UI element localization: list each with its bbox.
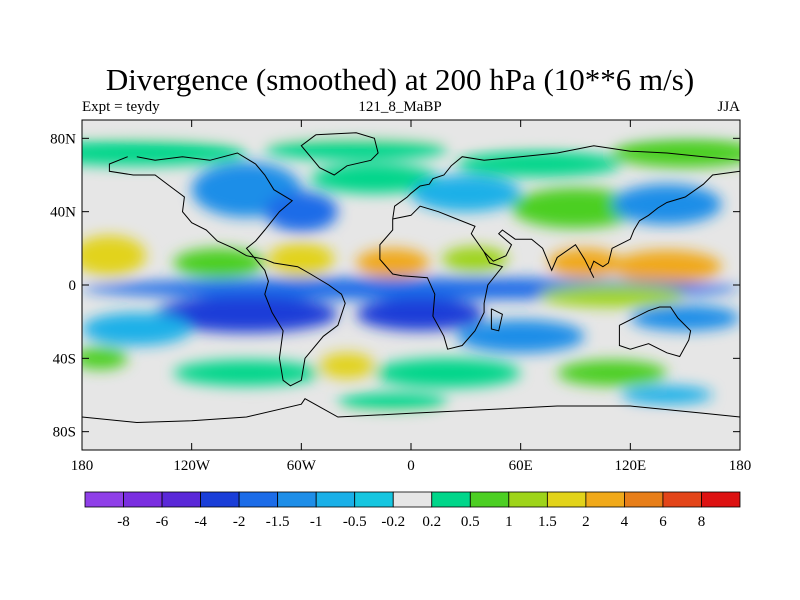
- coastline-7: [490, 308, 503, 332]
- field-cell-12: [173, 248, 265, 278]
- colorbar-label: 2: [582, 514, 590, 530]
- colorbar-label: -1: [310, 514, 323, 530]
- colorbar-label: 1: [505, 514, 513, 530]
- field-cell-25: [82, 347, 128, 370]
- colorbar-swatch-8: [392, 491, 433, 508]
- colorbar-swatch-4: [238, 491, 279, 508]
- field-cell-14: [356, 248, 430, 278]
- coastlines: [82, 132, 740, 424]
- colorbar-label: -6: [156, 514, 169, 530]
- y-tick-label: 80S: [53, 425, 76, 441]
- colorbar-label: -2: [233, 514, 246, 530]
- coastline-1: [379, 205, 504, 350]
- field-cell-31: [337, 393, 448, 412]
- colorbar: -8 -6 -4 -2 -1.5 -1 -0.5 -0.2 0.2 0.5 1 1.5 2 4 6 8: [84, 491, 741, 530]
- x-tick-label: 180: [71, 458, 94, 474]
- field-cell-3: [456, 151, 622, 177]
- y-tick-label: 40S: [53, 351, 76, 367]
- coastline-2: [392, 145, 740, 220]
- colorbar-swatch-10: [469, 491, 510, 508]
- colorbar-swatch-14: [624, 491, 664, 508]
- y-tick-label: 0: [69, 278, 77, 294]
- colorbar-label: 4: [621, 514, 629, 530]
- field-cell-24: [456, 319, 585, 353]
- field-cell-23: [82, 312, 192, 346]
- colorbar-swatch-9: [431, 491, 471, 508]
- colorbar-label: -1.5: [266, 514, 290, 530]
- colorbar-label: 0.5: [461, 514, 480, 530]
- field-cell-22: [630, 305, 740, 331]
- x-tick-label: 180: [729, 458, 752, 474]
- colorbar-label: 0.2: [422, 514, 441, 530]
- experiment-label: Expt = teydy: [82, 99, 160, 115]
- colorbar-swatch-6: [315, 491, 356, 508]
- field-cell-7: [310, 164, 439, 194]
- colorbar-label: -8: [117, 514, 130, 530]
- field-cell-2: [264, 138, 448, 161]
- field-cell-8: [411, 175, 521, 212]
- colorbar-swatch-7: [354, 491, 394, 508]
- season-label: JJA: [717, 99, 740, 115]
- colorbar-swatch-1: [123, 491, 163, 508]
- field-cell-4: [612, 138, 740, 168]
- colorbar-label: -0.5: [343, 514, 367, 530]
- coastline-0: [108, 152, 346, 387]
- colorbar-swatch-3: [200, 491, 240, 508]
- colorbar-swatch-16: [701, 491, 741, 508]
- field-cell-10: [612, 184, 722, 225]
- field-cell-6: [264, 191, 338, 232]
- colorbar-swatch-13: [585, 491, 625, 508]
- colorbar-label: 1.5: [538, 514, 557, 530]
- field-cell-19: [155, 296, 338, 333]
- colorbar-swatch-0: [84, 491, 124, 508]
- run-label: 121_8_MaBP: [358, 99, 442, 115]
- x-tick-label: 0: [407, 458, 415, 474]
- field-cell-32: [82, 418, 740, 445]
- axis-ticks: 180 120W 60W 0 60E 120E 180 80N 40N 0 40S 80S: [50, 120, 751, 474]
- x-tick-label: 120E: [614, 458, 646, 474]
- field-cell-20: [356, 297, 485, 331]
- field-cell-17: [612, 250, 722, 284]
- chart-title: Divergence (smoothed) at 200 hPa (10**6 …: [105, 62, 695, 97]
- colorbar-label: -0.2: [381, 514, 405, 530]
- x-tick-label: 120W: [173, 458, 211, 474]
- x-tick-label: 60W: [287, 458, 317, 474]
- field-cell-30: [621, 385, 713, 405]
- field-cell-29: [557, 360, 667, 386]
- coastline-6: [300, 132, 379, 176]
- colorbar-swatch-11: [508, 491, 548, 508]
- colorbar-label: -4: [194, 514, 207, 530]
- colorbar-swatch-12: [546, 491, 587, 508]
- coastline-5: [82, 398, 740, 424]
- y-tick-label: 40N: [50, 205, 76, 221]
- field-cell-21: [538, 285, 686, 307]
- colorbar-label: 8: [698, 514, 706, 530]
- field-cell-13: [268, 242, 335, 276]
- colorbar-swatch-5: [277, 491, 317, 508]
- x-tick-label: 60E: [509, 458, 533, 474]
- field-cell-28: [374, 358, 521, 388]
- field-cell-16: [548, 248, 622, 278]
- y-tick-label: 80N: [50, 131, 76, 147]
- coastline-4: [618, 306, 692, 358]
- field-cell-15: [442, 246, 508, 273]
- colorbar-swatch-15: [662, 491, 702, 508]
- field-cell-26: [319, 352, 375, 379]
- colorbar-swatch-2: [161, 491, 201, 508]
- coastline-3: [483, 170, 740, 278]
- field-cell-9: [511, 187, 640, 229]
- field-cell-11: [82, 235, 146, 276]
- colorbar-label: 6: [659, 514, 667, 530]
